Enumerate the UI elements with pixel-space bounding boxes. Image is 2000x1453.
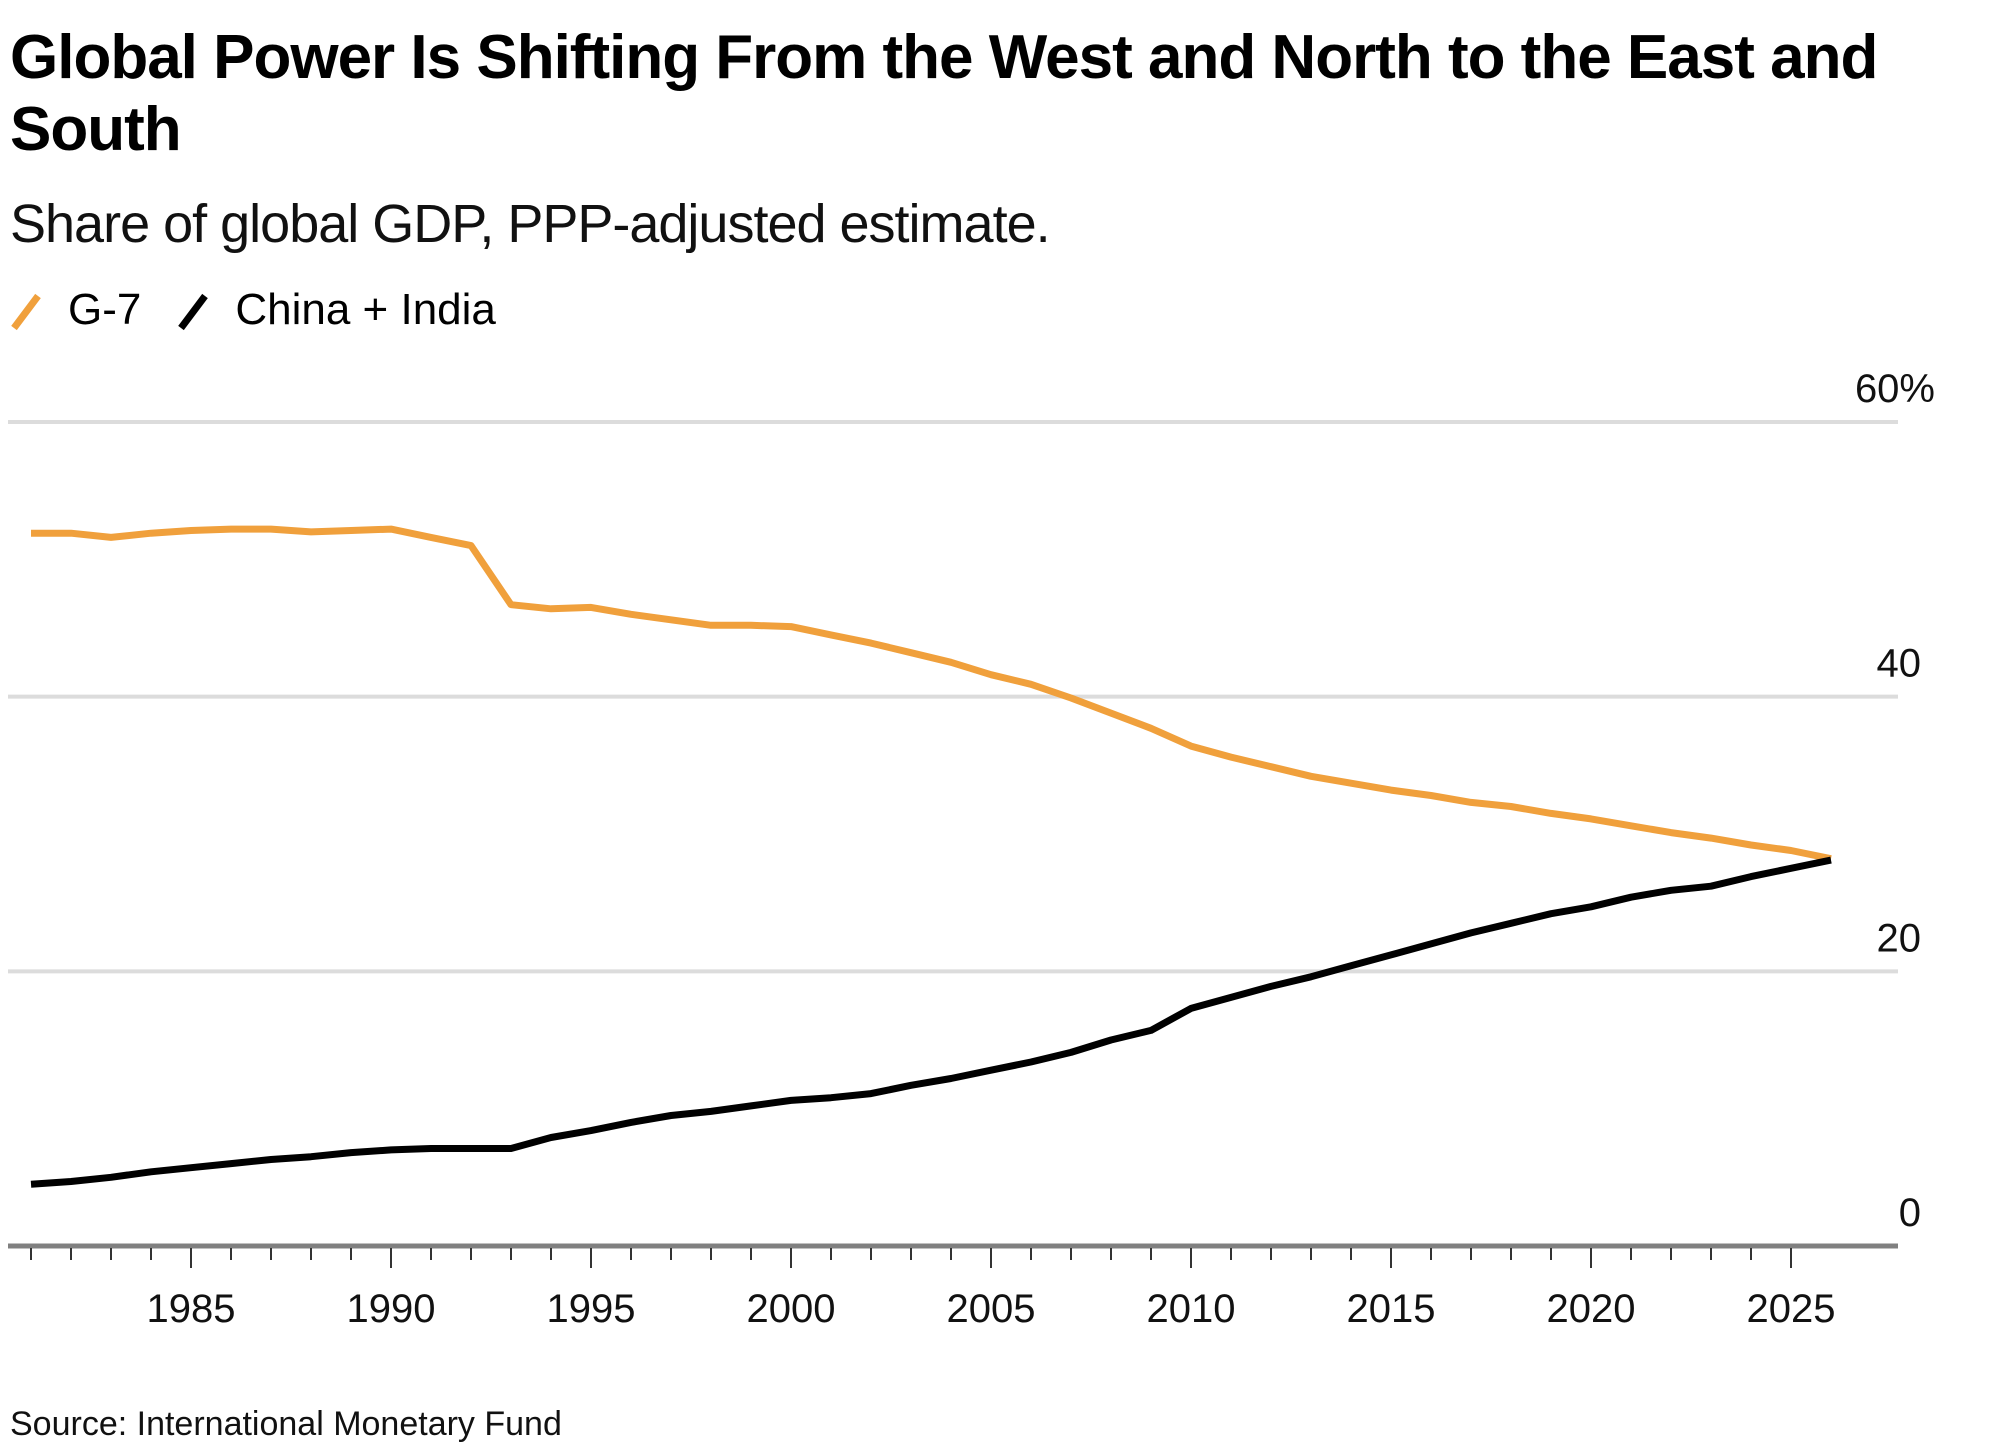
legend-item-china-india: China + India — [177, 285, 496, 335]
y-axis-labels: 0 20 40 60% — [1855, 367, 1935, 1235]
x-tick-label-2025: 2025 — [1747, 1287, 1836, 1331]
x-tick-label-2015: 2015 — [1347, 1287, 1436, 1331]
legend-swatch-china-india-icon — [178, 293, 209, 331]
series-line-china-india — [30, 856, 1832, 1188]
x-tick-label-1995: 1995 — [547, 1287, 636, 1331]
legend-label-g7: G-7 — [68, 285, 142, 334]
x-tick-label-2010: 2010 — [1147, 1287, 1236, 1331]
legend-item-g7: G-7 — [10, 285, 141, 335]
legend-swatch-g7-icon — [11, 293, 41, 331]
y-tick-label-20: 20 — [1877, 916, 1922, 960]
series-line-g-7 — [31, 525, 1832, 863]
legend: G-7 China + India — [10, 282, 532, 338]
x-tick-label-1985: 1985 — [147, 1287, 236, 1331]
series-lines — [30, 525, 1832, 1188]
chart-title: Global Power Is Shifting From the West a… — [10, 23, 1878, 164]
gridlines — [8, 420, 1898, 974]
y-tick-label-60: 60% — [1855, 367, 1935, 411]
chart-subtitle: Share of global GDP, PPP-adjusted estima… — [10, 194, 1051, 254]
source-note: Source: International Monetary Fund — [10, 1405, 562, 1443]
y-tick-label-40: 40 — [1877, 642, 1922, 686]
x-tick-label-1990: 1990 — [347, 1287, 436, 1331]
legend-label-china-india: China + India — [235, 285, 496, 334]
x-tick-label-2020: 2020 — [1547, 1287, 1636, 1331]
x-tick-label-2000: 2000 — [747, 1287, 836, 1331]
y-tick-label-0: 0 — [1899, 1191, 1921, 1235]
x-axis: 1985 1990 1995 2000 2005 2010 2015 2020 2025 — [8, 1243, 1898, 1331]
x-tick-label-2005: 2005 — [947, 1287, 1036, 1331]
